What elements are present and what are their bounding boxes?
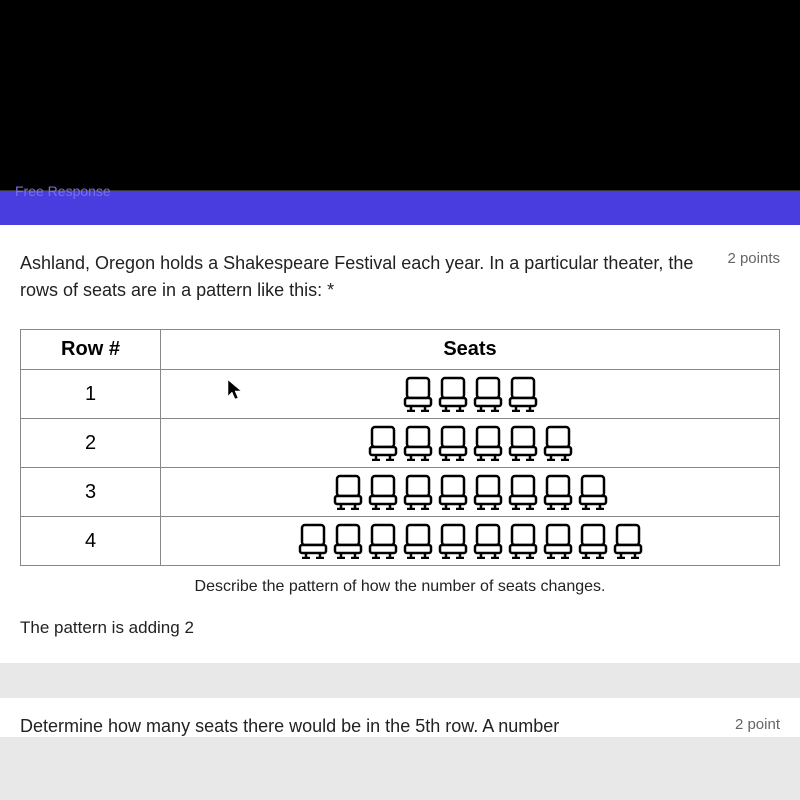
seat-icon [541, 474, 575, 510]
seat-row [171, 474, 769, 510]
seat-icon [541, 425, 575, 461]
seat-icon [436, 425, 470, 461]
seat-icon [471, 474, 505, 510]
table-row: 3 [21, 468, 780, 517]
row-number-cell: 1 [21, 370, 161, 419]
seat-icon [576, 474, 610, 510]
table-header-row: Row # Seats [21, 330, 780, 370]
seat-icon [401, 425, 435, 461]
header-row-number: Row # [21, 330, 161, 370]
table-row: 4 [21, 517, 780, 566]
seat-icon [436, 474, 470, 510]
seat-icon [506, 425, 540, 461]
question-points: 2 points [727, 250, 780, 267]
seat-row [171, 523, 769, 559]
seat-icon [541, 523, 575, 559]
second-question-text: Determine how many seats there would be … [20, 716, 559, 737]
second-question-points: 2 point [735, 716, 780, 737]
row-number-cell: 4 [21, 517, 161, 566]
seats-cell [161, 468, 780, 517]
table-row: 2 [21, 419, 780, 468]
seat-icon [471, 376, 505, 412]
row-number-cell: 3 [21, 468, 161, 517]
header-seats: Seats [161, 330, 780, 370]
seats-cell [161, 419, 780, 468]
seat-icon [471, 523, 505, 559]
seat-icon [611, 523, 645, 559]
card-gap [0, 663, 800, 698]
seats-table-container: Row # Seats 1 2 [20, 329, 780, 596]
table-row: 1 [21, 370, 780, 419]
seats-cell [161, 370, 780, 419]
seat-row [171, 425, 769, 461]
seat-icon [506, 474, 540, 510]
question-card: Ashland, Oregon holds a Shakespeare Fest… [0, 225, 800, 663]
seat-icon [506, 376, 540, 412]
seat-icon [366, 474, 400, 510]
seat-icon [366, 425, 400, 461]
table-caption: Describe the pattern of how the number o… [20, 578, 780, 596]
seat-icon [401, 376, 435, 412]
answer-text: The pattern is adding 2 [20, 618, 780, 638]
seat-icon [576, 523, 610, 559]
seat-icon [506, 523, 540, 559]
seat-icon [436, 376, 470, 412]
purple-header-bar: Free Response [0, 190, 800, 225]
cursor-icon [226, 378, 244, 402]
seat-icon [331, 523, 365, 559]
seats-table: Row # Seats 1 2 [20, 329, 780, 566]
seat-icon [296, 523, 330, 559]
seats-cell [161, 517, 780, 566]
top-black-bar [0, 0, 800, 190]
seat-icon [436, 523, 470, 559]
second-question-card: Determine how many seats there would be … [0, 698, 800, 737]
seat-icon [331, 474, 365, 510]
question-text: Ashland, Oregon holds a Shakespeare Fest… [20, 250, 727, 304]
seat-icon [401, 523, 435, 559]
row-number-cell: 2 [21, 419, 161, 468]
seat-icon [366, 523, 400, 559]
seat-icon [471, 425, 505, 461]
question-row: Ashland, Oregon holds a Shakespeare Fest… [20, 250, 780, 304]
seat-icon [401, 474, 435, 510]
seat-row [171, 376, 769, 412]
purple-bar-text: Free Response [15, 183, 111, 199]
cursor-container [226, 378, 244, 408]
